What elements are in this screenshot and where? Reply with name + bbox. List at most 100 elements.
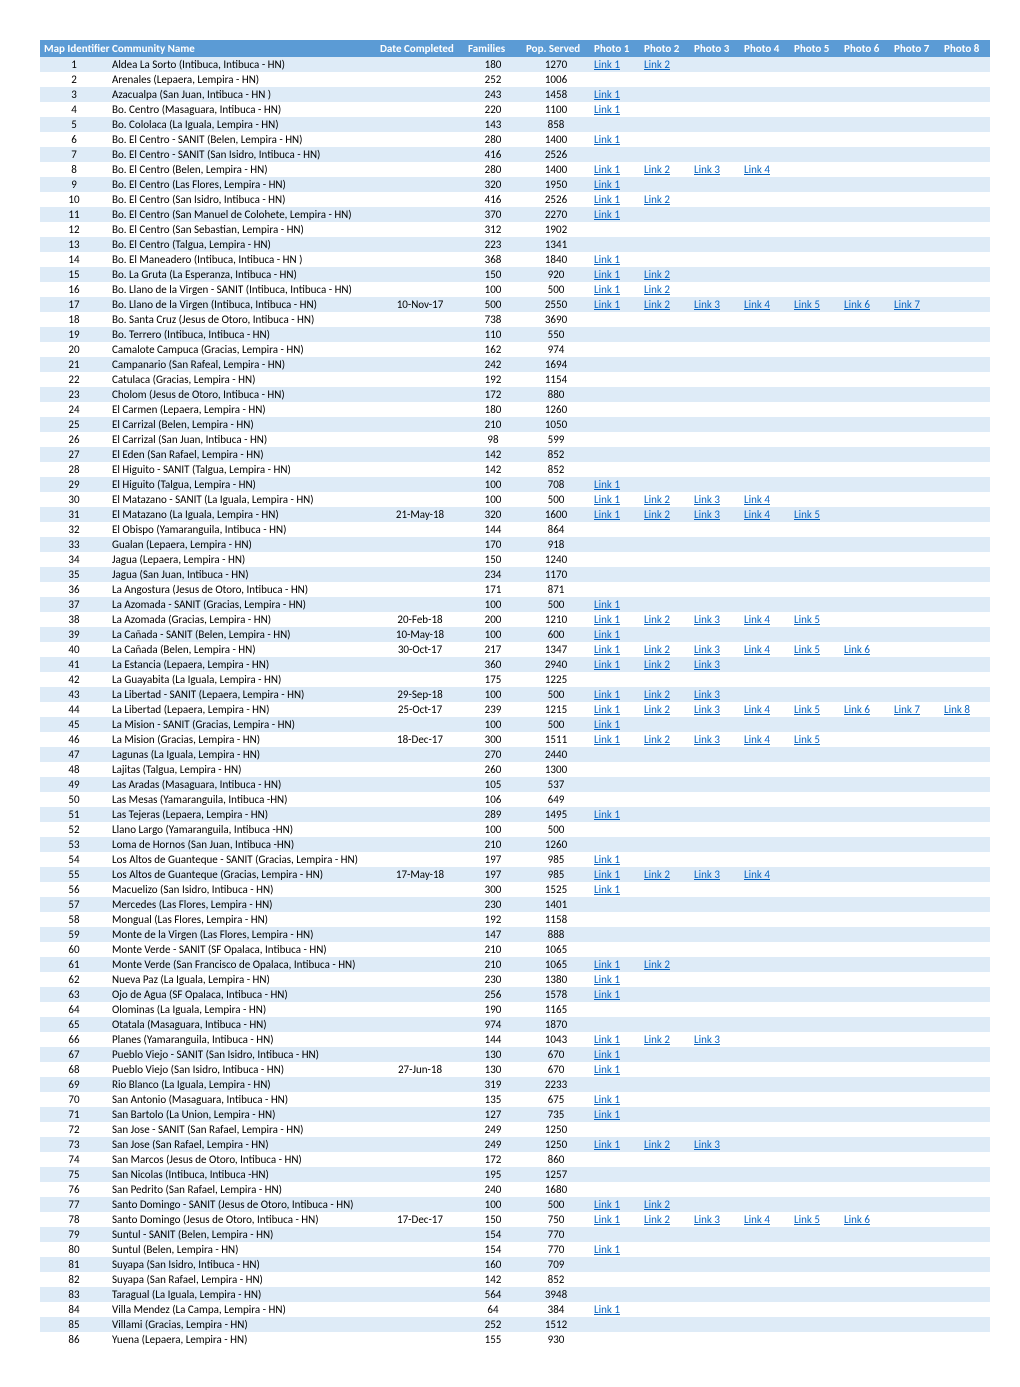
photo-link[interactable]: Link 1 bbox=[594, 268, 620, 281]
photo-link[interactable]: Link 4 bbox=[744, 613, 770, 626]
photo-link[interactable]: Link 3 bbox=[694, 868, 720, 881]
photo-link[interactable]: Link 3 bbox=[694, 493, 720, 506]
photo-link[interactable]: Link 1 bbox=[594, 718, 620, 731]
photo-link[interactable]: Link 1 bbox=[594, 628, 620, 641]
photo-link[interactable]: Link 1 bbox=[594, 1063, 620, 1076]
photo-link[interactable]: Link 1 bbox=[594, 868, 620, 881]
photo-link[interactable]: Link 1 bbox=[594, 958, 620, 971]
photo-link[interactable]: Link 1 bbox=[594, 88, 620, 101]
photo-link[interactable]: Link 2 bbox=[644, 193, 670, 206]
photo-link[interactable]: Link 1 bbox=[594, 193, 620, 206]
photo-link[interactable]: Link 6 bbox=[844, 298, 870, 311]
photo-link[interactable]: Link 4 bbox=[744, 298, 770, 311]
photo-link[interactable]: Link 2 bbox=[644, 163, 670, 176]
photo-link[interactable]: Link 1 bbox=[594, 1198, 620, 1211]
photo-link[interactable]: Link 5 bbox=[794, 703, 820, 716]
photo-link[interactable]: Link 1 bbox=[594, 808, 620, 821]
photo-link[interactable]: Link 2 bbox=[644, 643, 670, 656]
photo-link[interactable]: Link 1 bbox=[594, 733, 620, 746]
photo-link[interactable]: Link 1 bbox=[594, 1213, 620, 1226]
photo-link[interactable]: Link 1 bbox=[594, 178, 620, 191]
photo-link[interactable]: Link 6 bbox=[844, 1213, 870, 1226]
photo-link[interactable]: Link 4 bbox=[744, 163, 770, 176]
photo-link[interactable]: Link 5 bbox=[794, 1213, 820, 1226]
photo-link[interactable]: Link 3 bbox=[694, 508, 720, 521]
photo-link[interactable]: Link 5 bbox=[794, 733, 820, 746]
photo-link[interactable]: Link 1 bbox=[594, 703, 620, 716]
photo-link[interactable]: Link 2 bbox=[644, 58, 670, 71]
photo-link[interactable]: Link 2 bbox=[644, 1213, 670, 1226]
photo-link[interactable]: Link 3 bbox=[694, 658, 720, 671]
photo-link[interactable]: Link 2 bbox=[644, 958, 670, 971]
photo-link[interactable]: Link 1 bbox=[594, 883, 620, 896]
photo-link[interactable]: Link 5 bbox=[794, 508, 820, 521]
photo-link[interactable]: Link 2 bbox=[644, 703, 670, 716]
photo-link[interactable]: Link 2 bbox=[644, 868, 670, 881]
photo-link[interactable]: Link 2 bbox=[644, 1198, 670, 1211]
photo-link[interactable]: Link 1 bbox=[594, 598, 620, 611]
photo-link[interactable]: Link 2 bbox=[644, 298, 670, 311]
photo-link[interactable]: Link 1 bbox=[594, 1303, 620, 1316]
photo-link[interactable]: Link 8 bbox=[944, 703, 970, 716]
photo-link[interactable]: Link 1 bbox=[594, 283, 620, 296]
photo-link[interactable]: Link 3 bbox=[694, 1033, 720, 1046]
photo-link[interactable]: Link 1 bbox=[594, 208, 620, 221]
photo-link[interactable]: Link 1 bbox=[594, 1108, 620, 1121]
photo-link[interactable]: Link 4 bbox=[744, 868, 770, 881]
photo-link[interactable]: Link 6 bbox=[844, 643, 870, 656]
photo-link[interactable]: Link 5 bbox=[794, 298, 820, 311]
photo-link[interactable]: Link 2 bbox=[644, 1138, 670, 1151]
photo-link[interactable]: Link 2 bbox=[644, 493, 670, 506]
photo-link[interactable]: Link 1 bbox=[594, 613, 620, 626]
photo-link[interactable]: Link 3 bbox=[694, 613, 720, 626]
photo-link[interactable]: Link 1 bbox=[594, 853, 620, 866]
photo-link[interactable]: Link 3 bbox=[694, 163, 720, 176]
photo-link[interactable]: Link 1 bbox=[594, 298, 620, 311]
photo-link[interactable]: Link 3 bbox=[694, 688, 720, 701]
photo-link[interactable]: Link 4 bbox=[744, 1213, 770, 1226]
photo-link[interactable]: Link 2 bbox=[644, 508, 670, 521]
photo-link[interactable]: Link 1 bbox=[594, 643, 620, 656]
photo-link[interactable]: Link 5 bbox=[794, 613, 820, 626]
photo-link[interactable]: Link 3 bbox=[694, 298, 720, 311]
photo-link[interactable]: Link 1 bbox=[594, 58, 620, 71]
photo-link[interactable]: Link 3 bbox=[694, 733, 720, 746]
photo-link[interactable]: Link 1 bbox=[594, 1093, 620, 1106]
photo-link[interactable]: Link 1 bbox=[594, 1048, 620, 1061]
photo-link[interactable]: Link 1 bbox=[594, 478, 620, 491]
photo-link[interactable]: Link 4 bbox=[744, 643, 770, 656]
photo-link[interactable]: Link 6 bbox=[844, 703, 870, 716]
photo-link[interactable]: Link 7 bbox=[894, 298, 920, 311]
photo-link[interactable]: Link 1 bbox=[594, 658, 620, 671]
photo-link[interactable]: Link 1 bbox=[594, 493, 620, 506]
photo-link[interactable]: Link 4 bbox=[744, 508, 770, 521]
photo-link[interactable]: Link 1 bbox=[594, 163, 620, 176]
photo-link[interactable]: Link 2 bbox=[644, 658, 670, 671]
photo-link[interactable]: Link 3 bbox=[694, 1138, 720, 1151]
photo-link[interactable]: Link 2 bbox=[644, 688, 670, 701]
cell-community-name: Suntul (Belen, Lempira - HN) bbox=[108, 1242, 376, 1257]
photo-link[interactable]: Link 1 bbox=[594, 103, 620, 116]
photo-link[interactable]: Link 1 bbox=[594, 1243, 620, 1256]
photo-link[interactable]: Link 4 bbox=[744, 733, 770, 746]
photo-link[interactable]: Link 2 bbox=[644, 733, 670, 746]
photo-link[interactable]: Link 7 bbox=[894, 703, 920, 716]
photo-link[interactable]: Link 3 bbox=[694, 643, 720, 656]
photo-link[interactable]: Link 4 bbox=[744, 493, 770, 506]
photo-link[interactable]: Link 1 bbox=[594, 988, 620, 1001]
photo-link[interactable]: Link 1 bbox=[594, 1138, 620, 1151]
photo-link[interactable]: Link 2 bbox=[644, 268, 670, 281]
photo-link[interactable]: Link 2 bbox=[644, 1033, 670, 1046]
photo-link[interactable]: Link 1 bbox=[594, 253, 620, 266]
photo-link[interactable]: Link 1 bbox=[594, 688, 620, 701]
photo-link[interactable]: Link 3 bbox=[694, 1213, 720, 1226]
photo-link[interactable]: Link 3 bbox=[694, 703, 720, 716]
photo-link[interactable]: Link 1 bbox=[594, 973, 620, 986]
photo-link[interactable]: Link 1 bbox=[594, 508, 620, 521]
photo-link[interactable]: Link 1 bbox=[594, 1033, 620, 1046]
photo-link[interactable]: Link 5 bbox=[794, 643, 820, 656]
photo-link[interactable]: Link 4 bbox=[744, 703, 770, 716]
photo-link[interactable]: Link 2 bbox=[644, 283, 670, 296]
photo-link[interactable]: Link 2 bbox=[644, 613, 670, 626]
photo-link[interactable]: Link 1 bbox=[594, 133, 620, 146]
